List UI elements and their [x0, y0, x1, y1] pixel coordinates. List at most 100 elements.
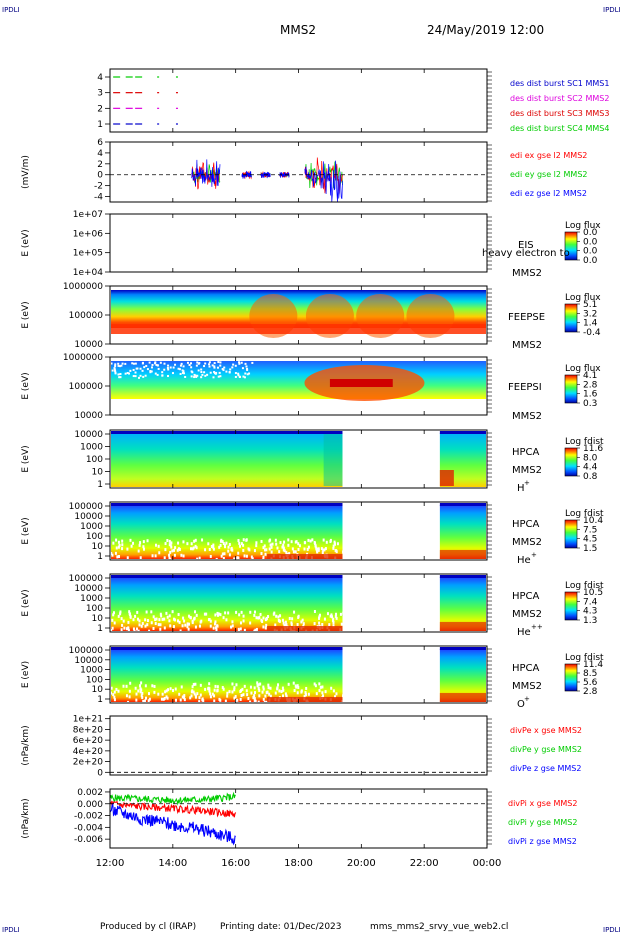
hpca_he2-noise — [173, 617, 176, 621]
hpca_he2-noise — [272, 612, 275, 616]
hpca_he-noise — [189, 547, 192, 551]
hpca_o-noise — [296, 684, 299, 688]
burst-legend-item: des dist burst SC2 MMS2 — [510, 94, 609, 103]
hpca_he2-noise — [186, 622, 189, 626]
feepsi-noise — [177, 367, 180, 370]
hpca_o-noise — [300, 690, 303, 694]
hpca_he2-noise — [176, 619, 179, 623]
feepsi-noise — [196, 374, 199, 377]
feepsi-noise — [149, 370, 152, 373]
hpca_o-noise — [245, 689, 248, 693]
hpca_he2-instrument: HPCA — [512, 591, 540, 602]
hpca_he-noise — [118, 543, 121, 547]
hpca_h-spacecraft: MMS2 — [512, 465, 542, 476]
hpca_o-noise — [324, 690, 327, 694]
hpca_he2-noise — [267, 615, 270, 619]
hpca_o-noise — [334, 695, 337, 699]
hpca_he2-noise — [330, 615, 333, 619]
hpca_o-noise — [148, 692, 151, 696]
hpca_o-species: O — [517, 699, 525, 710]
feepsi-ylabel: E (eV) — [21, 372, 31, 399]
hpca_he-noise — [253, 549, 256, 553]
hpca_h-colorbar-label: 8.0 — [583, 453, 598, 463]
hpca_o-noise — [247, 697, 250, 701]
hpca_he-noise — [255, 541, 258, 545]
hpca_o-topband — [439, 647, 486, 650]
feepsi-noise — [134, 362, 137, 365]
hpca_he-noise — [130, 544, 133, 548]
feepse-colorbar-label: 3.2 — [583, 309, 597, 319]
burst-legend-item: des dist burst SC1 MMS1 — [510, 79, 609, 88]
hpca_o-noise — [321, 685, 324, 689]
feepsi-noise — [131, 362, 134, 365]
feepsi-noise — [179, 372, 182, 375]
feepsi-noise — [234, 372, 237, 375]
feepsi-noise — [166, 375, 169, 378]
hpca_he2-noise — [179, 629, 182, 633]
hpca_h-instrument: HPCA — [512, 447, 540, 458]
hpca_o-noise — [243, 684, 246, 688]
footer-producer: Produced by cl (IRAP) — [100, 922, 196, 932]
hpca_he-noise — [240, 542, 243, 546]
hpca_he2-noise — [277, 618, 280, 622]
feepsi-noise — [196, 361, 199, 364]
hpca_he-noise — [276, 546, 279, 550]
hpca_he2-noise — [177, 613, 180, 617]
feepsi-noise — [234, 375, 237, 378]
hpca_o-noise — [256, 684, 259, 688]
hpca_o-noise — [293, 689, 296, 693]
hpca_he-noise — [236, 556, 239, 560]
hpca_he2-noise — [224, 611, 227, 615]
hpca_o-noise — [151, 684, 154, 688]
hpca_he2-noise — [136, 617, 139, 621]
hpca_he-noise — [274, 538, 277, 542]
divpi-ytick-label: -0.004 — [74, 823, 103, 833]
feepsi-noise — [244, 372, 247, 375]
hpca_he-noise — [250, 555, 253, 559]
hpca_he2-noise — [193, 616, 196, 620]
hpca_he-noise — [223, 552, 226, 556]
hpca_o-ytick-label: 100000 — [69, 646, 104, 656]
feepsi-noise — [182, 365, 185, 368]
hpca_he2-noise — [222, 616, 225, 620]
hpca_o-noise — [285, 695, 288, 699]
hpca_he-noise — [192, 546, 195, 550]
hpca_o-ytick-label: 100 — [86, 675, 103, 685]
hpca_h-topband — [439, 431, 486, 434]
feepsi-noise — [114, 372, 117, 375]
feepsi-noise — [171, 372, 174, 375]
hpca_he-noise — [264, 552, 267, 556]
hpca_o-colorbar-label: 2.8 — [583, 687, 598, 697]
hpca_he-topband — [439, 503, 486, 506]
hpca_o-noise — [144, 684, 147, 688]
hpca_he2-noise — [253, 610, 256, 614]
feepsi-noise — [142, 375, 145, 378]
hpca_o-noise — [267, 683, 270, 687]
hpca_o-noise — [198, 700, 201, 704]
hpca_o-charge: + — [524, 695, 530, 703]
divpi-legend-item: divPi y gse MMS2 — [508, 818, 577, 827]
footer-script-name: mms_mms2_srvy_vue_web2.cl — [370, 922, 508, 932]
feepsi-colorbar-label: 1.6 — [583, 390, 598, 400]
divpi-ytick-label: 0.002 — [77, 788, 103, 798]
hpca_he2-noise — [200, 619, 203, 623]
hpca_he-noise — [142, 540, 145, 544]
hpca_he-noise — [260, 539, 263, 543]
eis-colorbar-title: Log flux — [565, 221, 601, 231]
hpca_he-noise — [325, 540, 328, 544]
divpe-ytick-label: 6e+20 — [73, 736, 104, 746]
hpca_o-noise — [196, 692, 199, 696]
hpca_o-noise — [257, 687, 260, 691]
feepsi-noise — [237, 372, 240, 375]
hpca_he-noise — [237, 539, 240, 543]
hpca_he-noise — [171, 549, 174, 553]
hpca_he-noise — [154, 543, 157, 547]
hpca_he2-noise — [340, 622, 343, 626]
divpi-ytick-label: -0.002 — [74, 812, 103, 822]
hpca_he2-noise — [318, 615, 321, 619]
efield-ytick-label: 4 — [97, 149, 103, 159]
feepsi-noise — [150, 366, 153, 369]
corner-label-tl: IPDLI — [2, 6, 20, 14]
hpca_he-noise — [238, 544, 241, 548]
hpca_he-noise — [132, 541, 135, 545]
